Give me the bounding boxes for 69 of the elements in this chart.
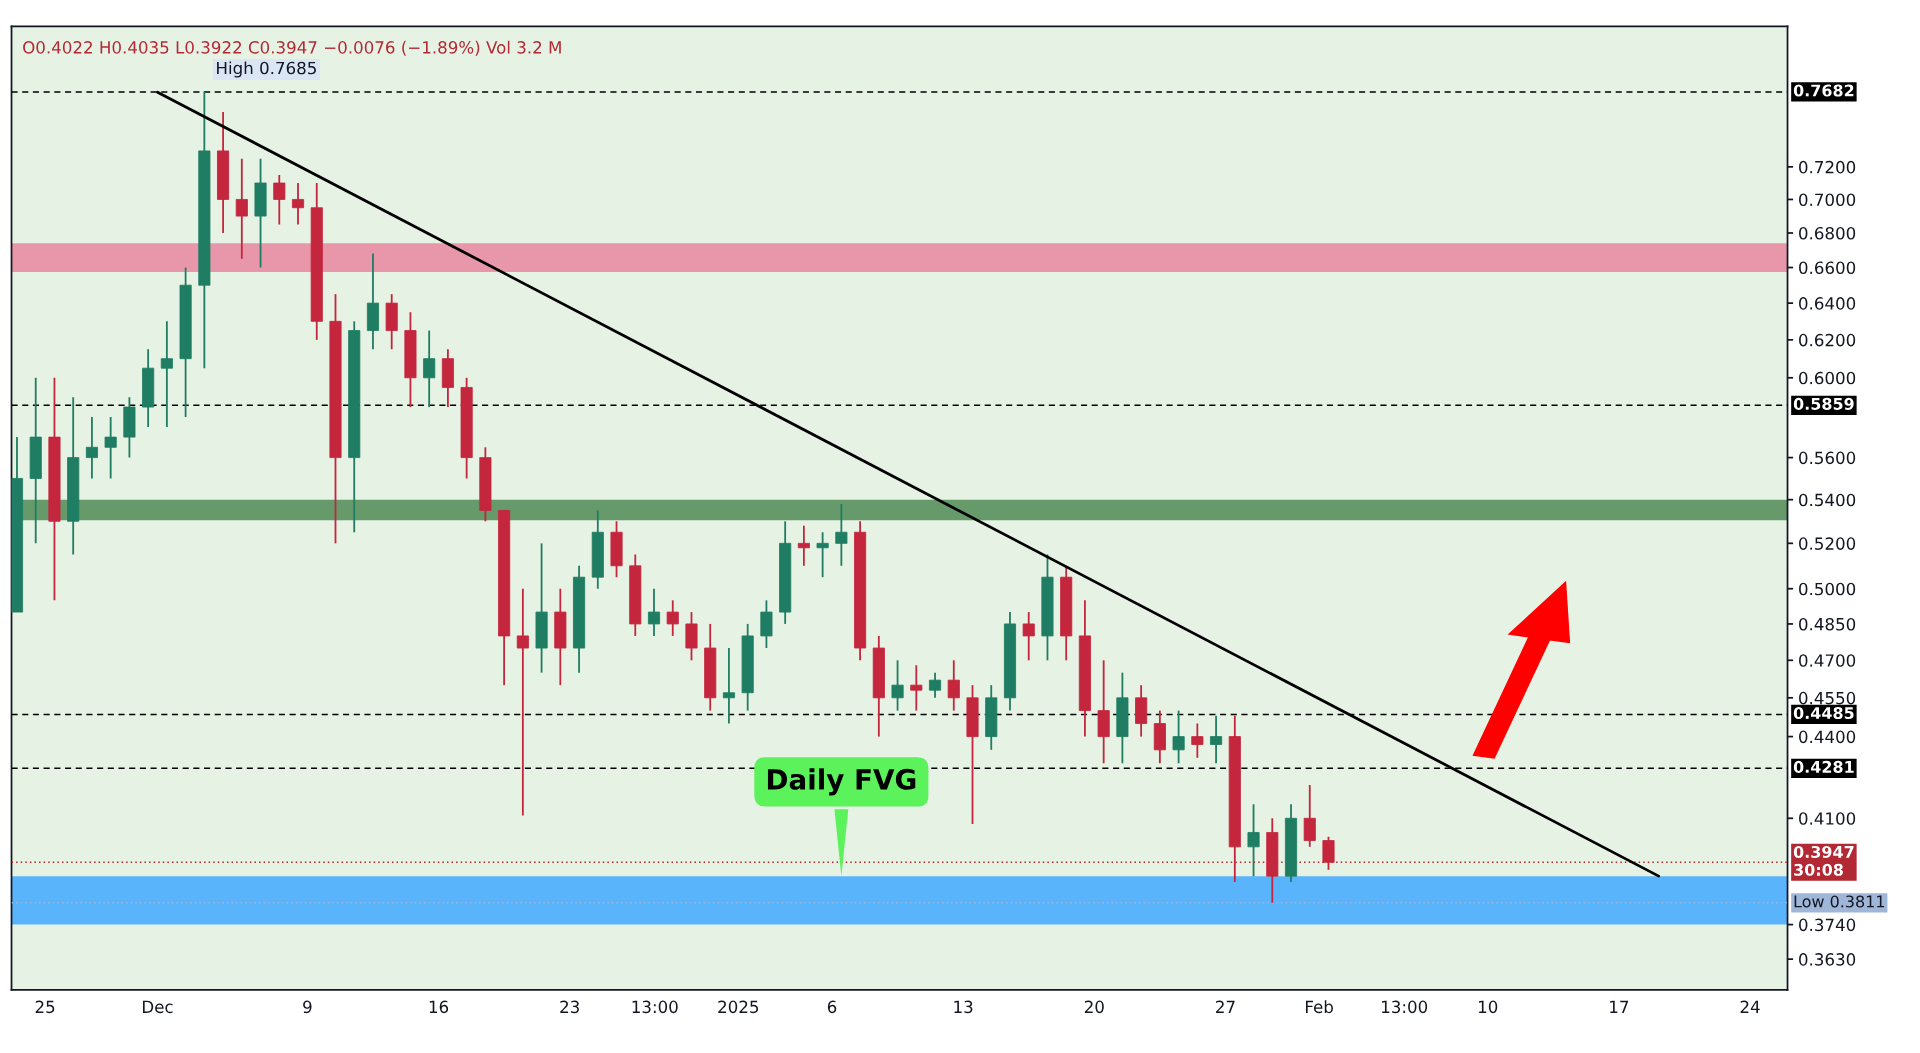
candlestick	[104, 416, 117, 480]
candlestick	[273, 174, 286, 226]
candlestick	[722, 647, 735, 725]
x-tick-label: 17	[1610, 1000, 1629, 1013]
candlestick	[160, 320, 173, 428]
candlestick	[760, 599, 773, 649]
ref-line-label: Low 0.3811	[1794, 895, 1885, 908]
x-tick-label: Dec	[143, 1000, 173, 1014]
ref-line-label: 0.3947 30:08	[1793, 845, 1854, 876]
y-tick-label: 0.6400	[1799, 297, 1856, 310]
x-tick-label: 16	[429, 1000, 449, 1014]
candlestick	[1172, 709, 1185, 765]
candlestick	[1303, 784, 1316, 848]
y-tick-label: 0.5000	[1799, 582, 1856, 596]
annotation: High 0.7685	[217, 61, 316, 78]
candlestick	[910, 664, 923, 712]
y-tick-label: 0.4100	[1799, 812, 1856, 825]
candlestick	[647, 587, 661, 637]
y-tick-label: 0.6600	[1799, 261, 1856, 275]
candlestick	[1322, 835, 1335, 871]
candlestick	[291, 182, 305, 226]
x-tick-label: 27	[1216, 1000, 1235, 1013]
x-tick-label: 24	[1740, 1000, 1760, 1013]
x-tick-label: 10	[1478, 1000, 1498, 1014]
candlestick	[1022, 611, 1035, 662]
candlestick	[516, 587, 529, 817]
x-tick-label: 6	[827, 1000, 837, 1014]
candlestick	[816, 531, 829, 579]
candlestick	[891, 659, 904, 712]
y-tick-label: 0.5200	[1799, 537, 1856, 550]
y-tick-label: 0.5600	[1799, 451, 1856, 465]
x-tick-label: 20	[1084, 1000, 1104, 1014]
x-tick-label: 25	[35, 1000, 55, 1014]
x-tick-label: 9	[303, 1000, 312, 1014]
annotation: Daily FVG	[767, 768, 916, 796]
candlestick	[1210, 714, 1223, 765]
y-tick-label: 0.7000	[1799, 193, 1856, 207]
ref-line-label: 0.7682	[1793, 84, 1854, 97]
x-tick-label: 13	[954, 1000, 973, 1014]
candlestick	[235, 157, 248, 260]
y-tick-label: 0.5400	[1799, 493, 1856, 507]
y-tick-label: 0.3630	[1799, 953, 1856, 966]
candlestick	[947, 659, 960, 712]
candlestick	[797, 524, 810, 567]
x-tick-label: Feb	[1306, 1000, 1333, 1014]
ref-line-label: 0.4281	[1793, 760, 1854, 773]
ref-line-label: 0.5859	[1793, 397, 1854, 410]
candlestick	[1247, 803, 1260, 878]
candlestick	[1191, 722, 1204, 759]
y-tick-label: 0.4550	[1799, 691, 1856, 705]
y-tick-label: 0.3740	[1799, 918, 1856, 932]
candlestick	[835, 503, 848, 567]
y-tick-label: 0.4850	[1799, 617, 1856, 631]
x-tick-label: 13:00	[1382, 1000, 1428, 1014]
candlestick	[423, 329, 436, 408]
y-tick-label: 0.6000	[1799, 371, 1856, 385]
annotation: O0.4022 H0.4035 L0.3922 C0.3947 −0.0076 (−1.89%) Vol 3.2 M	[23, 40, 561, 56]
y-tick-label: 0.7200	[1799, 160, 1856, 174]
candlestick	[85, 416, 98, 480]
x-tick-label: 2025	[718, 1000, 759, 1014]
y-tick-label: 0.6800	[1799, 226, 1856, 240]
candlestick	[666, 599, 679, 637]
y-tick-label: 0.4700	[1799, 654, 1856, 667]
y-tick-label: 0.4400	[1799, 730, 1856, 744]
x-tick-label: 13:00	[632, 1000, 678, 1014]
candlestick	[929, 671, 942, 699]
ref-line-label: 0.4485	[1793, 707, 1854, 720]
y-tick-label: 0.6200	[1799, 333, 1856, 347]
x-tick-label: 23	[560, 1000, 579, 1014]
